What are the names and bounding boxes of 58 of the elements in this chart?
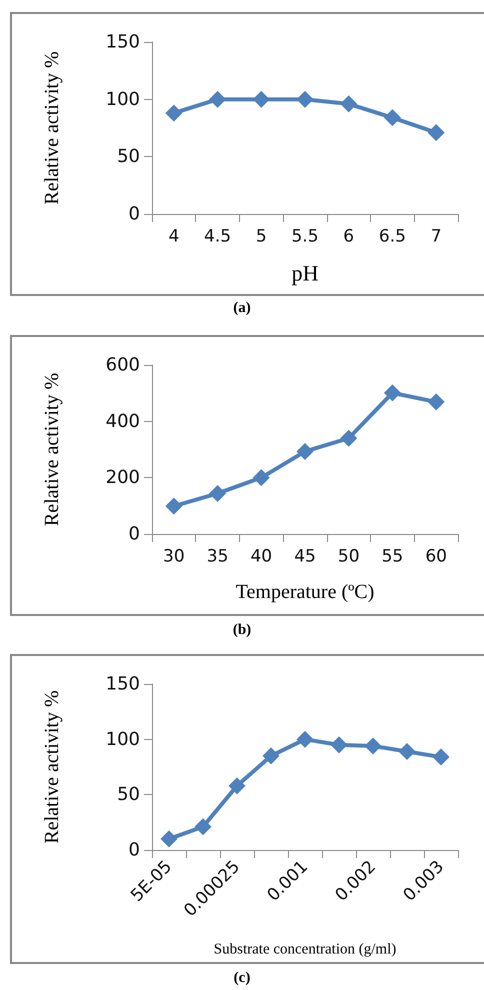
y-tick-label: 0 [128, 524, 140, 544]
y-tick-label: 150 [106, 32, 140, 52]
x-tick-label: 30 [163, 546, 185, 566]
y-tick-label: 100 [106, 728, 140, 750]
y-tick-label: 200 [106, 467, 140, 488]
point [384, 109, 401, 126]
x-tick-label: 5 [256, 226, 267, 246]
y-tick-label: 150 [106, 674, 140, 694]
point [428, 124, 445, 142]
point [252, 469, 270, 486]
x-tick-label: 40 [250, 546, 272, 566]
x-tick-label: 4.5 [204, 226, 232, 246]
x-tick-label: 50 [338, 546, 360, 566]
point [296, 730, 314, 748]
x-tick-label: 6 [343, 226, 354, 246]
point [194, 818, 212, 836]
point [209, 90, 226, 108]
y-tick-label: 50 [117, 784, 140, 806]
x-tick-label: 60 [425, 546, 447, 566]
point [262, 747, 280, 764]
y-tick-label: 400 [106, 410, 140, 432]
x-tick-label: 45 [294, 546, 316, 566]
point [252, 90, 270, 108]
y-tick-label: 50 [117, 146, 140, 168]
point [340, 430, 358, 447]
point [398, 743, 416, 760]
point [340, 95, 358, 112]
x-tick-label: 55 [382, 546, 404, 566]
y-axis-title: Relative activity % [41, 51, 63, 205]
text: (a) [232, 300, 252, 317]
x-tick-label: 35 [206, 546, 228, 566]
y-tick-label: 0 [128, 204, 140, 224]
x-axis-title: Substrate concentration (g/ml) [214, 942, 396, 958]
point [432, 748, 450, 766]
x-tick-label: 4 [168, 226, 180, 246]
text: (c) [232, 970, 252, 987]
x-tick-label: 6.5 [378, 226, 406, 246]
x-axis-title: Temperature (ºC) [236, 581, 374, 603]
point [384, 384, 401, 402]
point [296, 442, 314, 460]
y-tick-label: 100 [106, 88, 140, 110]
point [165, 104, 182, 122]
y-tick-label: 600 [106, 354, 140, 376]
point [160, 830, 178, 848]
text: (b) [232, 622, 252, 639]
x-axis-title: pH [292, 260, 319, 286]
point [364, 737, 382, 754]
point [165, 498, 182, 515]
x-tick-label: 5.5 [291, 226, 319, 246]
x-tick-label: 7 [430, 226, 442, 246]
point [428, 393, 445, 410]
point [228, 777, 246, 794]
y-axis-title: Relative activity % [41, 372, 63, 526]
y-tick-label: 0 [128, 840, 140, 860]
point [330, 736, 348, 754]
point [209, 484, 226, 502]
y-axis-title: Relative activity % [41, 690, 63, 844]
point [296, 90, 314, 108]
